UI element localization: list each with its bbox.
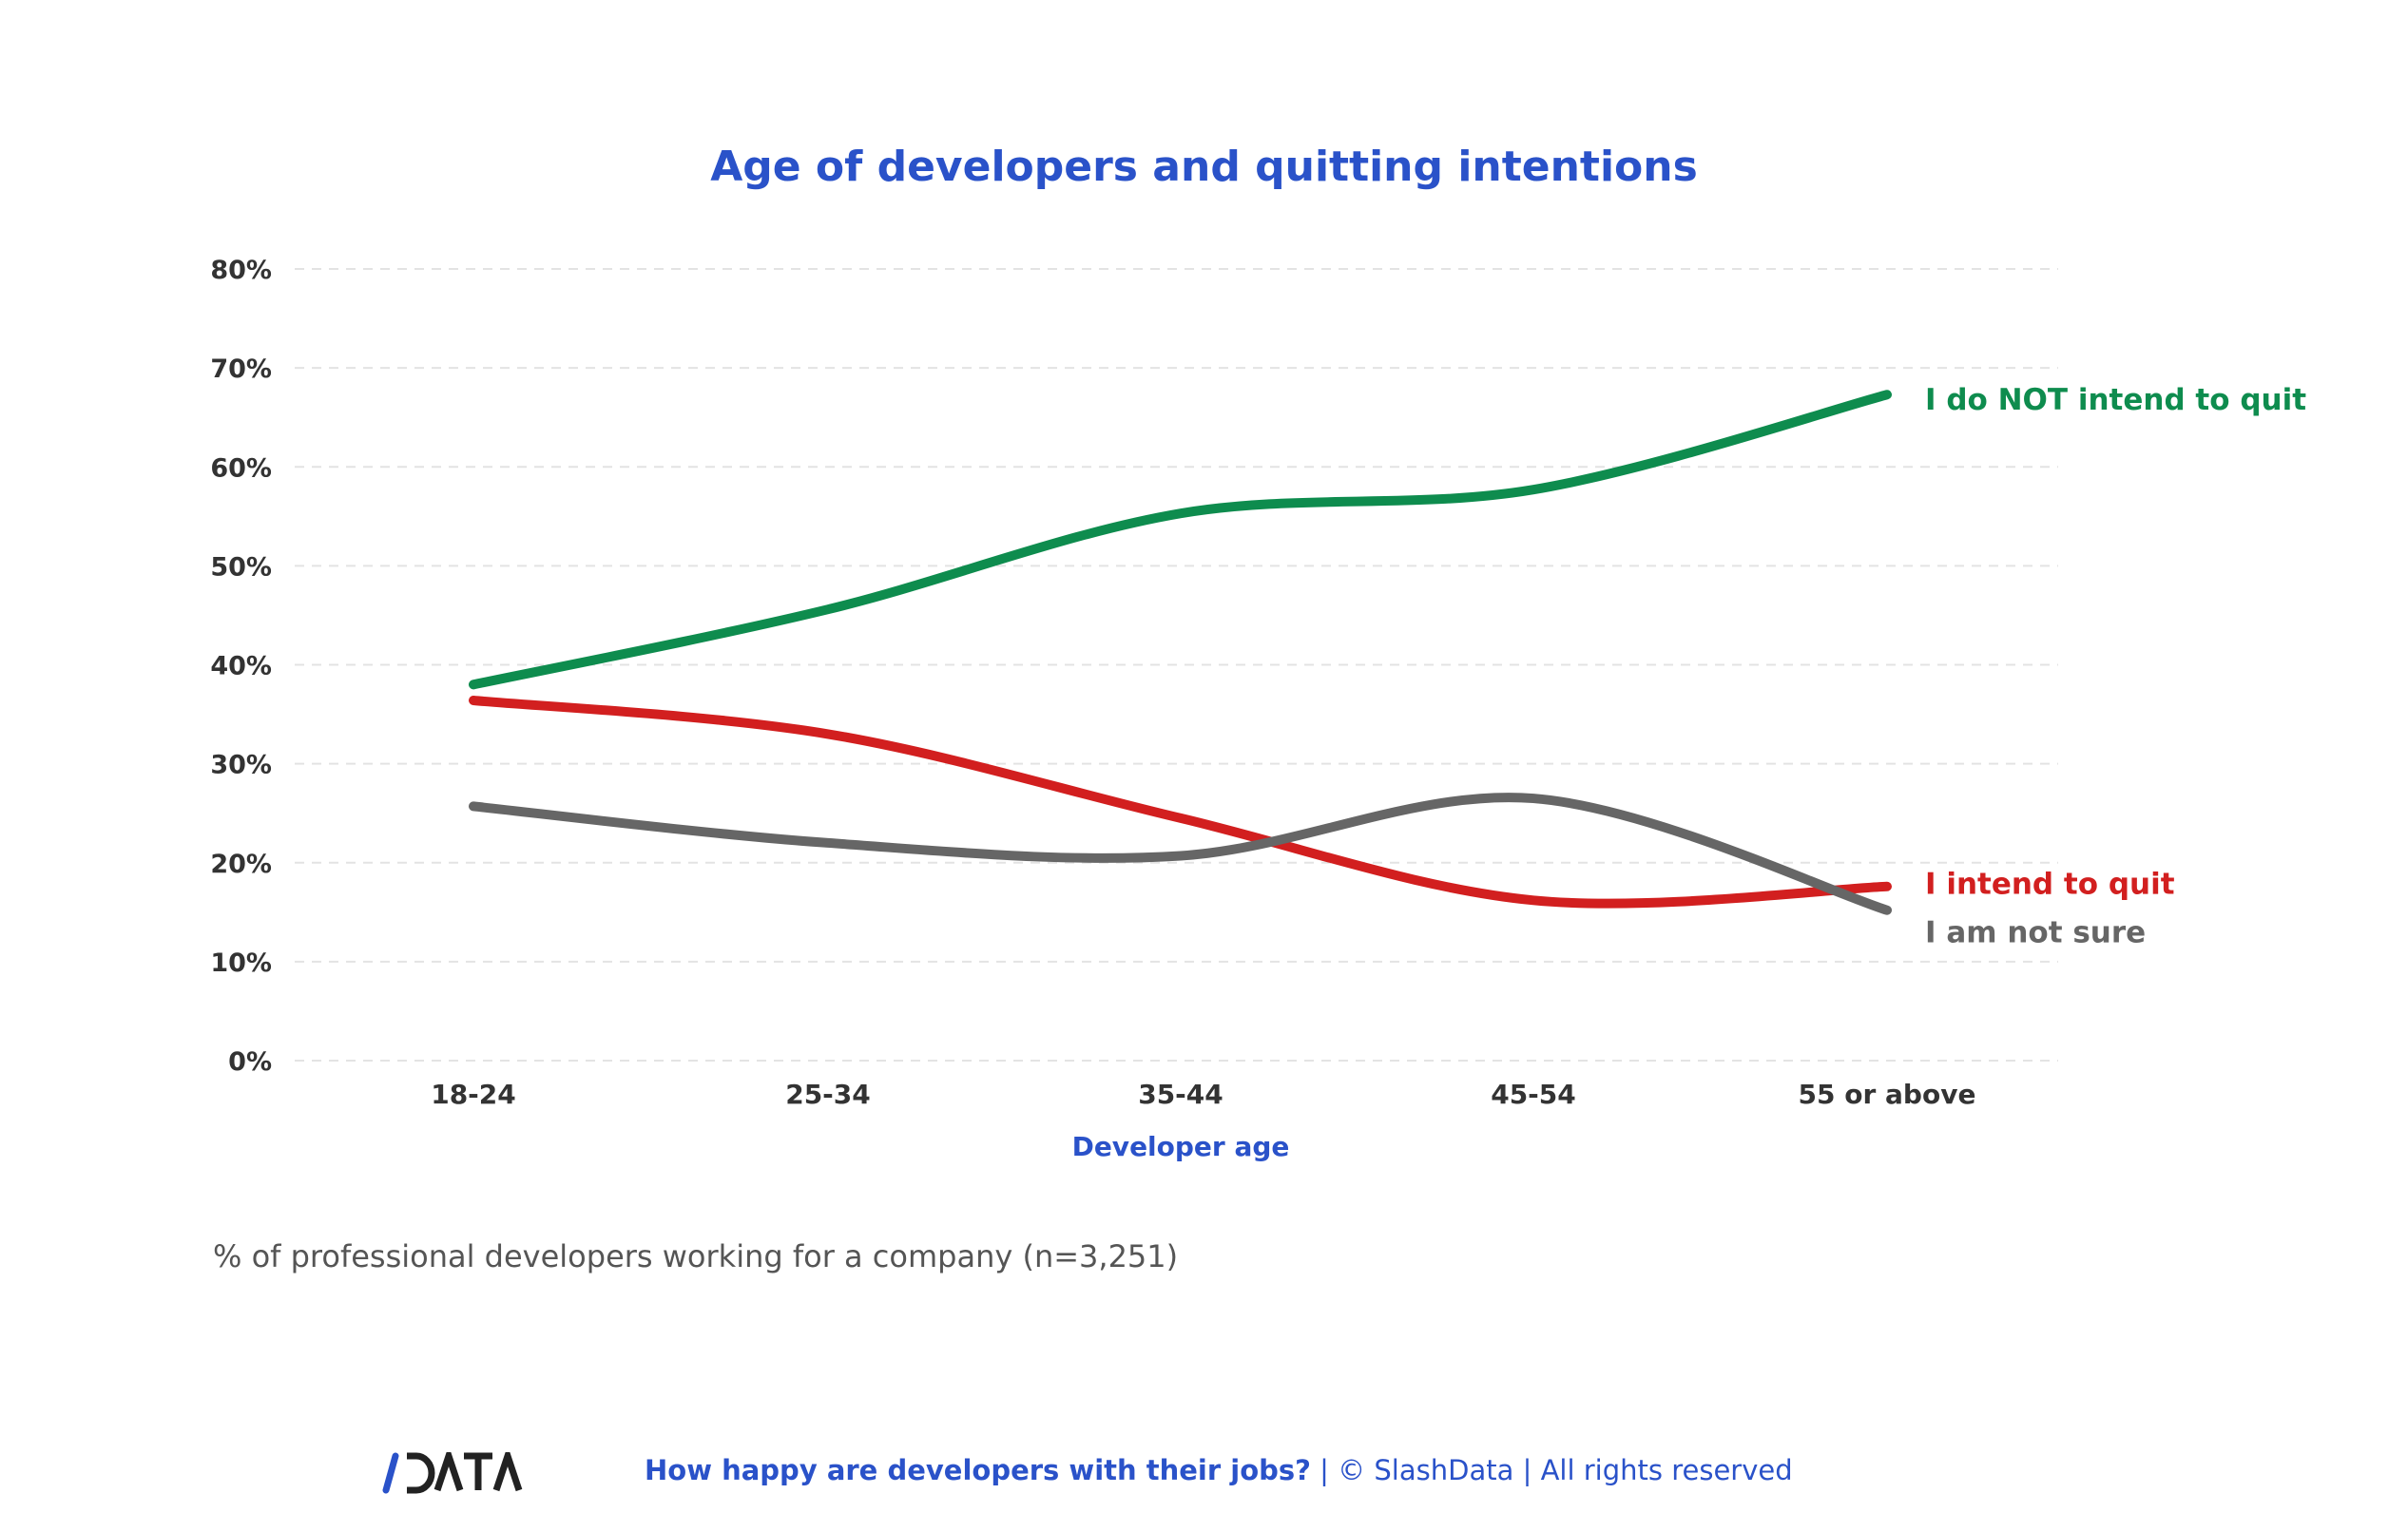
y-tick-label: 20% — [210, 850, 272, 879]
y-tick-label: 10% — [210, 948, 272, 978]
y-tick-label: 30% — [210, 751, 272, 780]
y-tick-label: 40% — [210, 652, 272, 681]
chart-note: % of professional developers working for… — [213, 1238, 1179, 1274]
y-tick-label: 70% — [210, 354, 272, 384]
footer: How happy are developers with their jobs… — [645, 1454, 1793, 1486]
series-line-1 — [469, 695, 1892, 909]
x-tick-label: 45-54 — [1491, 1079, 1576, 1110]
y-tick-label: 60% — [210, 453, 272, 483]
chart-title: Age of developers and quitting intention… — [710, 143, 1698, 191]
slashdata-logo — [382, 1452, 523, 1494]
x-tick-label: 18-24 — [431, 1079, 516, 1110]
series-label: I do NOT intend to quit — [1925, 383, 2306, 417]
series-label: I intend to quit — [1925, 868, 2175, 902]
footer-copyright: | © SlashData | All rights reserved — [1310, 1454, 1793, 1486]
x-tick-label: 55 or above — [1799, 1079, 1976, 1110]
y-tick-label: 0% — [228, 1047, 272, 1077]
y-tick-label: 80% — [210, 256, 272, 285]
series-label: I am not sure — [1925, 916, 2146, 950]
x-axis-label: Developer age — [1072, 1131, 1290, 1162]
x-tick-label: 25-34 — [785, 1079, 871, 1110]
y-tick-label: 50% — [210, 552, 272, 582]
series-line-0 — [469, 390, 1892, 690]
footer-report-title: How happy are developers with their jobs… — [645, 1454, 1311, 1486]
x-tick-label: 35-44 — [1138, 1079, 1223, 1110]
